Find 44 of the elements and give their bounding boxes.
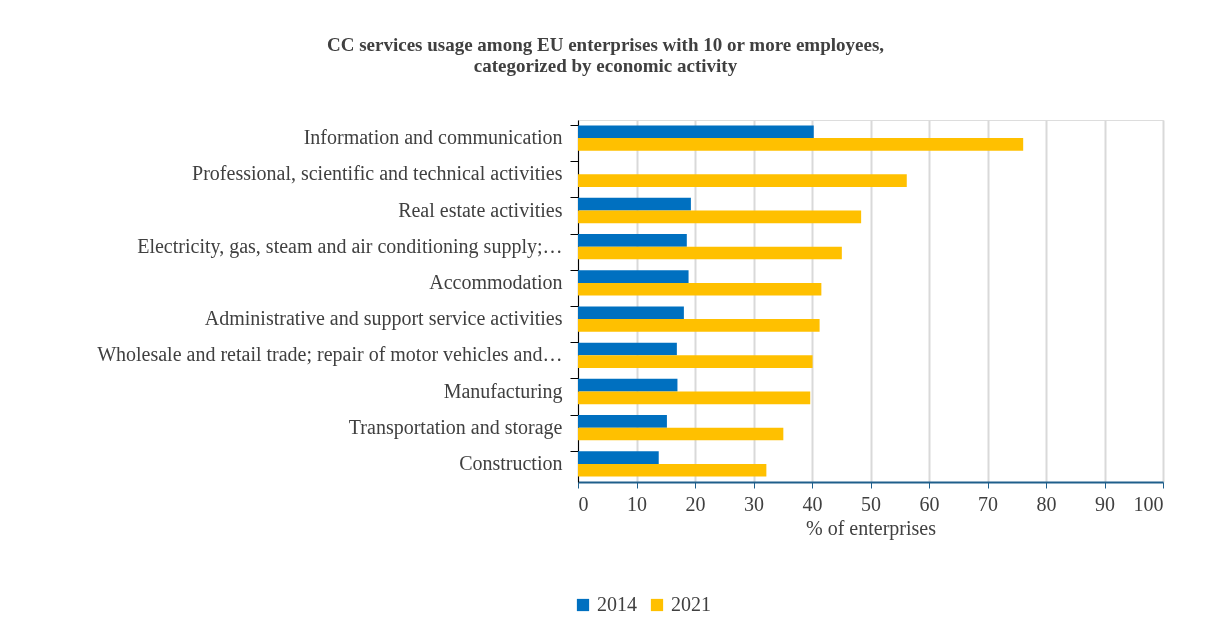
bar	[578, 270, 689, 283]
bar	[578, 306, 684, 320]
bar	[578, 451, 659, 464]
bar	[578, 125, 814, 139]
x-tick-label: 70	[978, 492, 998, 515]
bar	[578, 463, 767, 477]
bar	[578, 138, 1024, 151]
y-tick-label: Construction	[459, 451, 563, 474]
x-axis-title: % of enterprises	[806, 516, 937, 540]
y-tick-label: Professional, scientific and technical activities	[192, 162, 563, 185]
bar	[578, 319, 820, 332]
bar	[578, 197, 691, 211]
x-tick-label: 100	[1133, 492, 1164, 515]
y-tick-label: Manufacturing	[443, 379, 563, 403]
y-tick-label: Accommodation	[429, 270, 563, 293]
x-tick-label: 0	[578, 492, 589, 515]
bar	[578, 415, 667, 428]
bar	[578, 246, 842, 260]
bar	[578, 427, 784, 441]
bar	[578, 282, 822, 296]
x-tick-label: 10	[627, 492, 647, 515]
y-tick-label: Wholesale and retail trade; repair of motor vehicles and…	[97, 343, 563, 367]
y-tick-label: Administrative and support service activities	[204, 307, 563, 331]
x-tick-label: 40	[802, 492, 823, 515]
bar	[578, 234, 687, 247]
y-tick-label: Real estate activities	[398, 198, 563, 221]
bar	[578, 342, 677, 356]
x-tick-label: 50	[861, 492, 881, 515]
chart-title: CC services usage among EU enterprises with 10 or more employees, categorized by economic activity	[326, 34, 885, 76]
bar	[578, 174, 907, 187]
legend-label: 2021	[671, 593, 711, 615]
x-tick-label: 60	[919, 492, 940, 515]
y-tick-label: Information and communication	[303, 126, 563, 149]
y-tick-label: Transportation and storage	[348, 415, 563, 439]
x-tick-label: 30	[744, 492, 764, 515]
bar	[578, 378, 678, 392]
y-tick-label: Electricity, gas, steam and air conditioning supply;…	[137, 234, 563, 258]
x-tick-label: 90	[1095, 492, 1115, 515]
x-tick-label: 20	[685, 492, 706, 515]
bar	[578, 355, 813, 368]
bar	[578, 210, 862, 224]
bar	[578, 391, 811, 405]
x-tick-label: 80	[1036, 492, 1057, 515]
legend-label: 2014	[597, 593, 637, 615]
